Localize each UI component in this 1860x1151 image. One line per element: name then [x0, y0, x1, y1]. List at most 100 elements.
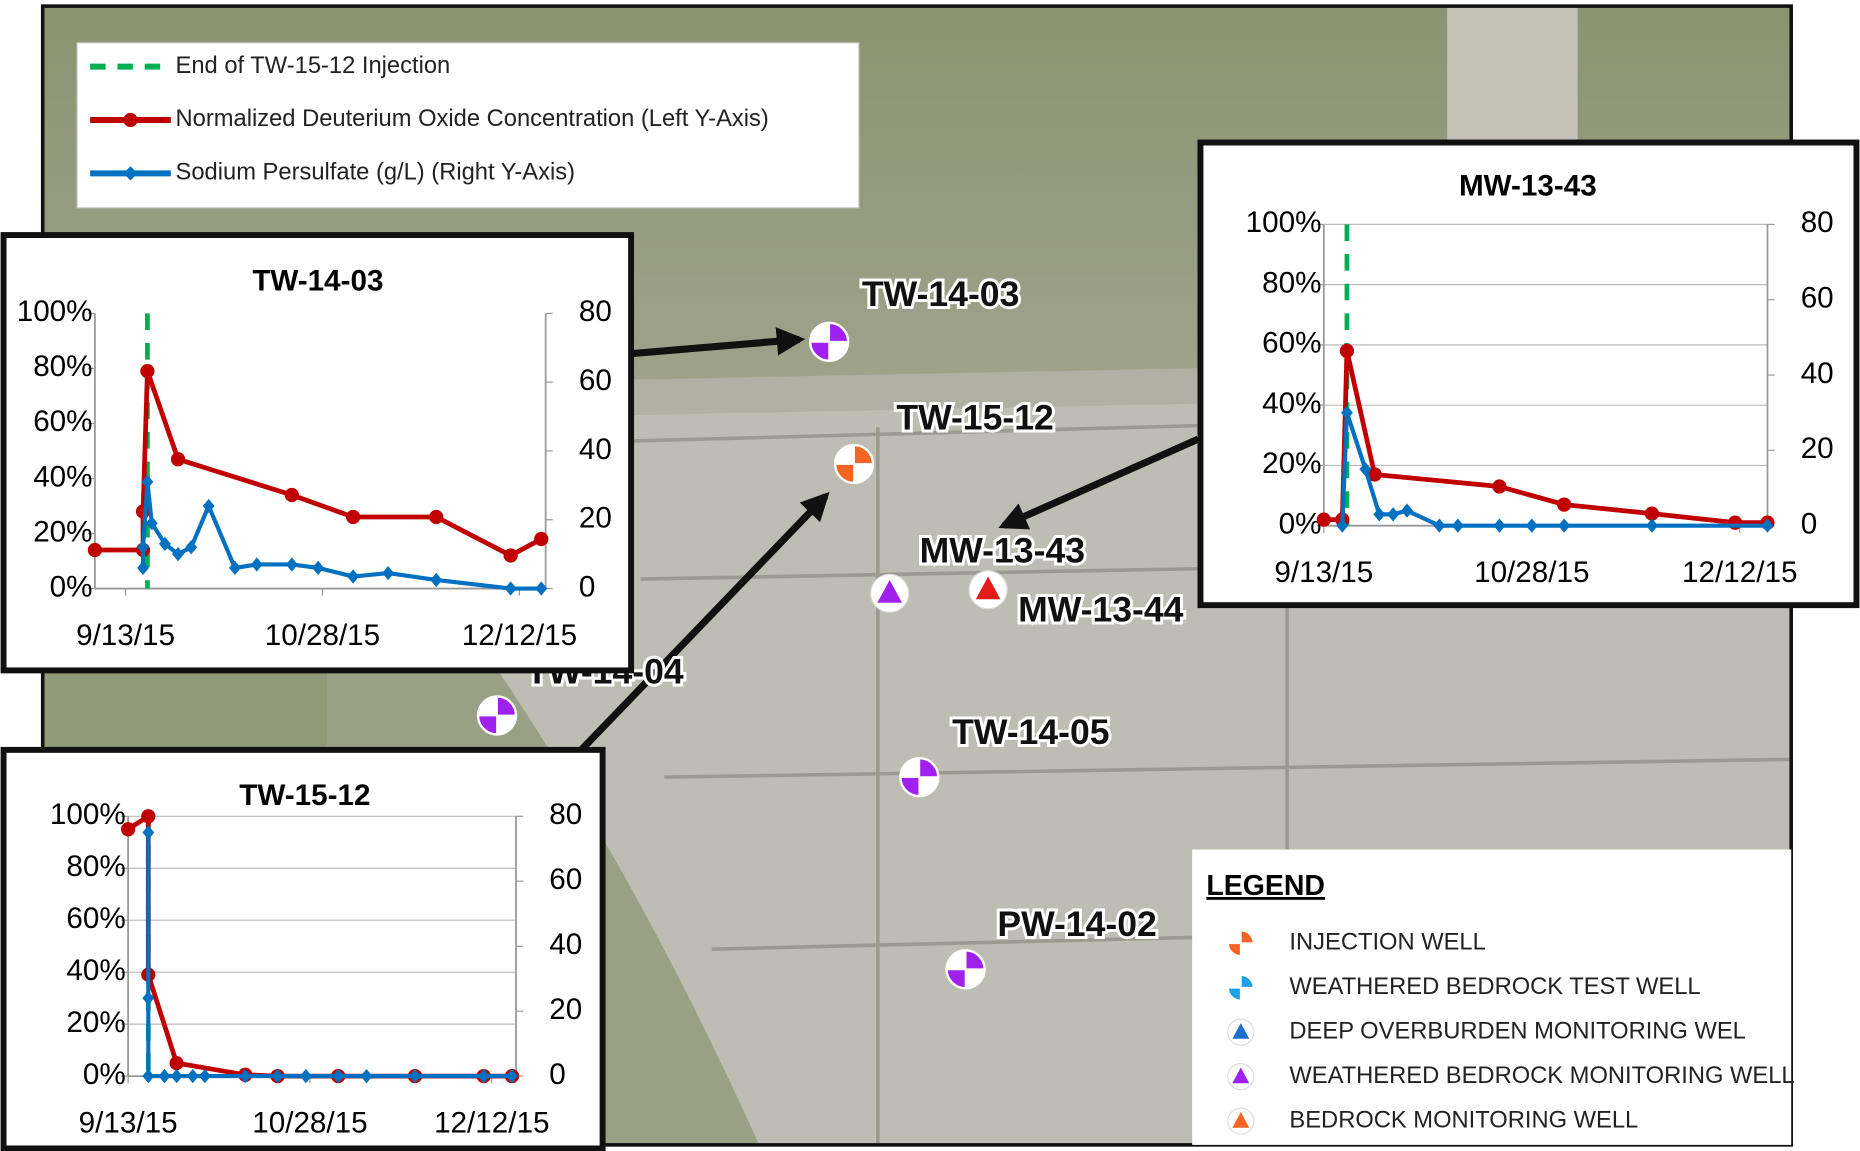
series-legend: End of TW-15-12 Injection Normalized Deu…: [76, 42, 860, 209]
data-point: [145, 516, 158, 531]
data-point: [1339, 343, 1355, 359]
data-point: [312, 560, 325, 576]
x-tick-label: 12/12/15: [1682, 556, 1797, 589]
x-tick-label: 9/13/15: [1274, 556, 1373, 589]
x-tick-label: 9/13/15: [76, 619, 175, 652]
chart-title: MW-13-43: [1459, 169, 1597, 202]
legend-item: DEEP OVERBURDEN MONITORING WEL: [1289, 1018, 1745, 1044]
data-point: [229, 560, 241, 576]
well-symbol-quadrant: [478, 696, 517, 735]
data-point: [141, 809, 156, 824]
data-point: [140, 364, 155, 379]
data-point: [170, 1068, 183, 1084]
y2-tick-label: 20: [549, 993, 582, 1026]
y-tick-label: 40%: [1262, 387, 1321, 420]
data-point: [1557, 497, 1572, 512]
y-tick-label: 80%: [33, 350, 92, 383]
y2-tick-label: 80: [1801, 206, 1834, 239]
well-symbol-quadrant: [946, 950, 985, 989]
map-legend: LEGEND INJECTION WELL WEATHERED BEDROCK T…: [1192, 849, 1795, 1145]
y2-tick-label: 60: [549, 863, 582, 896]
chart-box: [0, 232, 635, 674]
legend-label: Normalized Deuterium Oxide Concentration…: [176, 106, 769, 132]
data-point: [87, 542, 103, 558]
data-point: [170, 452, 186, 467]
data-point: [142, 991, 155, 1006]
x-tick-label: 9/13/15: [79, 1107, 178, 1140]
x-tick-label: 12/12/15: [462, 619, 577, 652]
chart-title: TW-15-12: [239, 779, 370, 812]
data-point: [1316, 512, 1331, 527]
legend-item: BEDROCK MONITORING WELL: [1289, 1107, 1638, 1133]
well-symbol-triangle: [877, 580, 903, 603]
well-label: TW-15-12: [896, 398, 1053, 438]
well-symbol-cross: [478, 696, 517, 735]
data-point: [284, 487, 299, 503]
legend-item: WEATHERED BEDROCK MONITORING WELL: [1289, 1063, 1794, 1089]
well-label: MW-13-43: [920, 530, 1085, 570]
data-point: [1341, 405, 1353, 420]
y-tick-label: 20%: [33, 515, 92, 548]
y2-tick-label: 0: [579, 570, 596, 603]
chart: TW-14-03 0% 20% 40% 60% 80% 100% 0 20 40 60 80 9/13/…: [0, 232, 635, 674]
y-tick-label: 0%: [83, 1058, 126, 1091]
data-point: [535, 581, 548, 596]
y-tick-label: 100%: [50, 798, 126, 831]
data-point: [120, 822, 136, 837]
well-symbol-cross: [900, 758, 939, 797]
data-point: [169, 1055, 184, 1071]
data-point: [142, 1068, 155, 1084]
y-tick-label: 100%: [17, 295, 93, 328]
x-tick-label: 10/28/15: [1474, 556, 1589, 589]
y2-tick-label: 60: [579, 364, 612, 397]
y2-tick-label: 20: [579, 502, 612, 535]
y-tick-label: 20%: [1262, 447, 1321, 480]
y-tick-label: 100%: [1246, 206, 1322, 239]
data-point: [1644, 506, 1660, 521]
data-point: [186, 1068, 199, 1084]
y-tick-label: 0%: [1279, 508, 1322, 541]
chart: MW-13-43 0% 20% 40% 60% 80% 100% 0 20 40 60 80 9/13/…: [1197, 139, 1860, 609]
y-tick-label: 20%: [66, 1006, 125, 1039]
data-point: [1387, 507, 1400, 522]
data-point: [534, 531, 549, 547]
data-point: [158, 536, 171, 551]
data-point: [137, 560, 149, 576]
data-point: [506, 1068, 518, 1084]
data-point: [158, 1068, 171, 1084]
well-symbol-quadrant: [835, 445, 874, 483]
y-tick-label: 40%: [66, 954, 125, 987]
legend-label: Sodium Persulfate (g/L) (Right Y-Axis): [176, 160, 575, 186]
data-point: [1359, 462, 1372, 477]
chart-title: TW-14-03: [252, 264, 383, 297]
data-point: [503, 548, 518, 563]
well-symbol-quadrant: [1227, 974, 1254, 1001]
y2-tick-label: 40: [1801, 357, 1834, 390]
x-tick-label: 10/28/15: [252, 1107, 367, 1140]
x-tick-label: 10/28/15: [265, 619, 380, 652]
y2-tick-label: 0: [549, 1058, 566, 1091]
legend-item: WEATHERED BEDROCK TEST WELL: [1289, 974, 1700, 1000]
well-symbol-quadrant: [900, 758, 939, 797]
legend-label: End of TW-15-12 Injection: [176, 53, 451, 79]
well-label: TW-14-03: [862, 274, 1019, 314]
well-symbol-cross: [1227, 930, 1254, 957]
y-tick-label: 80%: [66, 850, 125, 883]
y2-tick-label: 60: [1801, 282, 1834, 315]
y2-tick-label: 20: [1801, 432, 1834, 465]
well-symbol-cross: [835, 445, 874, 483]
y2-tick-label: 80: [579, 295, 612, 328]
data-point: [409, 1068, 421, 1084]
data-point: [141, 474, 154, 490]
legend-item: INJECTION WELL: [1289, 929, 1485, 955]
data-point: [345, 509, 361, 525]
charts: TW-14-03 0% 20% 40% 60% 80% 100% 0 20 40 60 80 9/13/…: [0, 139, 1860, 1151]
data-point: [239, 1068, 252, 1084]
well-symbol-quadrant: [1227, 930, 1254, 957]
well-label: MW-13-44: [1018, 590, 1184, 630]
legend-title: LEGEND: [1206, 870, 1325, 902]
data-point: [1373, 507, 1386, 522]
chart: TW-15-12 0% 20% 40% 60% 80% 100% 0 20 40 60 80 9/13/…: [0, 746, 606, 1151]
well-symbol-triangle: [1232, 1067, 1250, 1084]
